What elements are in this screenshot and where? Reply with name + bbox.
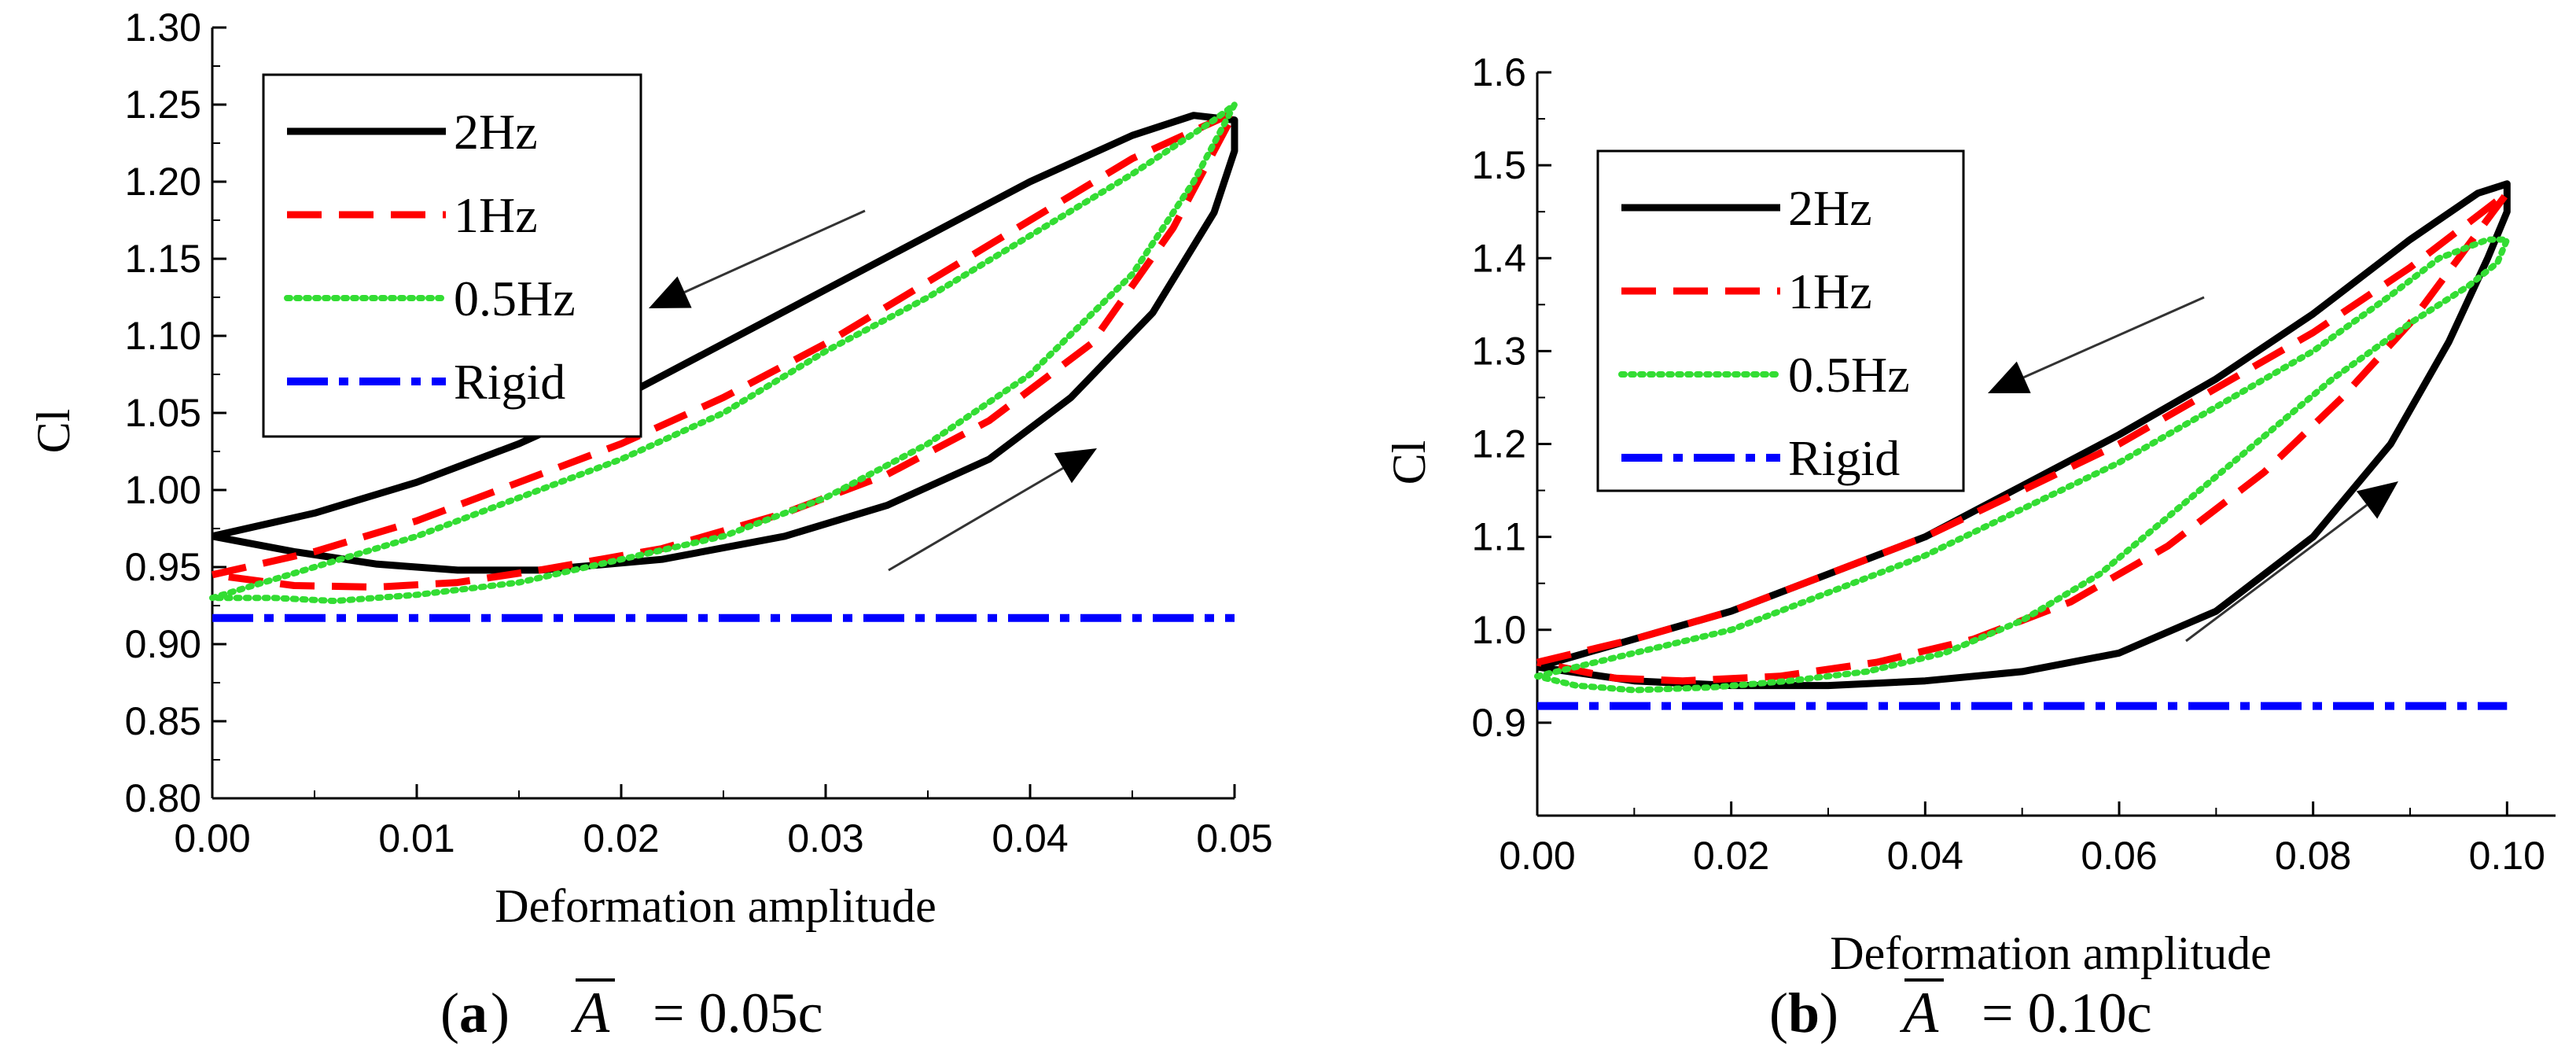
x-tick-label: 0.01 — [378, 816, 454, 860]
chart-panel-b: 0.9 1.0 1.1 1.2 1.3 1.4 1.5 1.6 0.00 0.02 0.04 0.06… — [1383, 50, 2556, 1045]
caption-value: = 0.10c — [1982, 982, 2152, 1044]
y-axis-title: Cl — [1383, 440, 1435, 485]
x-tick-label: 0.04 — [1887, 834, 1963, 878]
series-line-1hz — [212, 109, 1238, 591]
legend-label: 0.5Hz — [1788, 347, 1910, 403]
y-tick-label: 0.95 — [125, 545, 201, 589]
caption-paren-close: ) — [491, 982, 510, 1044]
y-tick-label: 0.80 — [125, 776, 201, 820]
y-tick-label: 1.1 — [1471, 515, 1526, 559]
y-tick-label: 1.3 — [1471, 329, 1526, 373]
chart-panel-a: 0.80 0.85 0.90 0.95 1.00 1.05 1.10 1.15 1.20 1.25… — [28, 6, 1273, 1045]
legend-box — [262, 73, 642, 438]
arrow-decreasing-head — [649, 276, 692, 308]
legend-label: Rigid — [1788, 430, 1900, 486]
arrow-increasing-shaft — [888, 466, 1064, 572]
x-tick-label: 0.04 — [992, 816, 1068, 860]
y-tick-label: 1.10 — [125, 314, 201, 358]
arrow-increasing-head — [2356, 481, 2398, 519]
panel-caption: (b) A = 0.10c — [1769, 978, 2152, 1045]
y-tick-label: 1.4 — [1471, 236, 1526, 280]
caption-symbol: A — [570, 981, 610, 1045]
y-tick-label: 1.20 — [125, 160, 201, 204]
arrow-increasing-shaft — [2185, 503, 2368, 643]
x-tick-label: 0.10 — [2469, 834, 2545, 878]
y-axis-title: Cl — [28, 409, 79, 454]
caption-value: = 0.05c — [653, 982, 823, 1044]
y-tick-label: 1.30 — [125, 6, 201, 50]
y-tick-label: 1.00 — [125, 468, 201, 512]
legend-label: 2Hz — [1788, 180, 1872, 236]
y-tick-label: 1.15 — [125, 237, 201, 281]
x-tick-label: 0.08 — [2275, 834, 2351, 878]
x-tick-label: 0.03 — [787, 816, 863, 860]
caption-symbol: A — [1899, 981, 1939, 1045]
legend-label: 2Hz — [454, 104, 538, 160]
x-tick-label: 0.02 — [583, 816, 659, 860]
arrow-decreasing-head — [1988, 361, 2031, 393]
caption-paren-open: ( — [440, 982, 459, 1044]
x-tick-label: 0.05 — [1196, 816, 1272, 860]
x-axis-title: Deformation amplitude — [1830, 927, 2272, 979]
panel-caption: (a) A = 0.05c — [440, 978, 823, 1045]
x-tick-label: 0.06 — [2081, 834, 2157, 878]
legend-box — [1596, 149, 1965, 492]
caption-paren-close: ) — [1820, 982, 1838, 1044]
legend-label: 1Hz — [454, 187, 538, 243]
arrow-increasing-head — [1054, 448, 1097, 484]
x-tick-label: 0.00 — [1499, 834, 1575, 878]
y-tick-label: 1.2 — [1471, 422, 1526, 466]
x-tick-label: 0.02 — [1693, 834, 1769, 878]
caption-letter: b — [1788, 982, 1820, 1044]
y-tick-label: 0.90 — [125, 622, 201, 666]
y-tick-label: 1.05 — [125, 391, 201, 435]
y-tick-label: 0.9 — [1471, 701, 1526, 745]
series-line-0-5hz — [1534, 236, 2511, 694]
y-tick-label: 1.0 — [1471, 608, 1526, 652]
x-axis-title: Deformation amplitude — [495, 880, 937, 932]
legend-label: 0.5Hz — [454, 271, 576, 326]
legend-label: Rigid — [454, 354, 565, 410]
series-line-1hz — [1536, 190, 2511, 685]
y-tick-label: 0.85 — [125, 699, 201, 743]
arrow-decreasing-shaft — [2023, 296, 2205, 379]
y-tick-label: 1.25 — [125, 83, 201, 127]
caption-letter: a — [459, 982, 488, 1044]
x-tick-label: 0.00 — [174, 816, 250, 860]
series-line-0-5hz — [209, 101, 1238, 605]
y-tick-label: 1.5 — [1471, 143, 1526, 187]
series-line-2hz — [1536, 180, 2511, 690]
legend-label: 1Hz — [1788, 263, 1872, 319]
y-tick-label: 1.6 — [1471, 50, 1526, 94]
caption-paren-open: ( — [1769, 982, 1788, 1044]
arrow-decreasing-shaft — [683, 209, 866, 293]
